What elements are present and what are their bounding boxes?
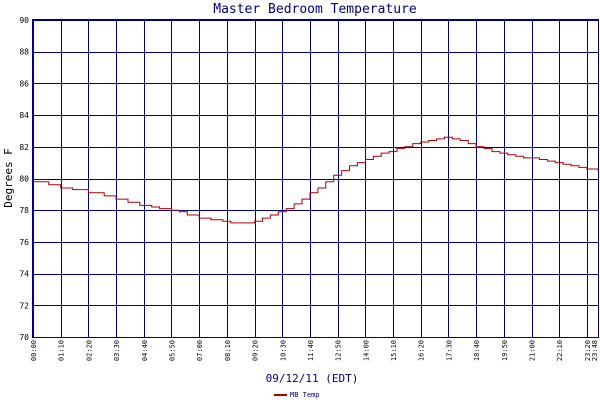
- x-tick-label: 11:40: [307, 340, 315, 361]
- y-tick-label: 72: [19, 301, 29, 310]
- y-tick-label: 88: [19, 48, 29, 57]
- x-axis-label: 09/12/11 (EDT): [266, 372, 359, 385]
- y-tick-label: 74: [19, 270, 29, 279]
- x-tick-label: 14:00: [362, 340, 370, 361]
- plot-frame: [32, 19, 599, 338]
- y-tick-label: 86: [19, 79, 29, 88]
- x-tick-label: 10:30: [279, 340, 287, 361]
- y-tick-label: 70: [19, 333, 29, 342]
- x-tick-label: 09:20: [252, 340, 260, 361]
- x-tick-label: 18:40: [473, 340, 481, 361]
- grid-lines: [33, 20, 599, 338]
- y-axis-label: Degrees F: [2, 148, 15, 208]
- x-tick-label: 08:10: [224, 340, 232, 361]
- x-tick-label: 02:20: [85, 340, 93, 361]
- x-tick-label: 22:10: [556, 340, 564, 361]
- legend-label-mb-temp: MB Temp: [290, 391, 320, 399]
- x-tick-label: 16:20: [418, 340, 426, 361]
- x-tick-label: 07:00: [196, 340, 204, 361]
- y-tick-labels: 70 72 74 76 78 80 82 84 86 88 90: [19, 16, 29, 342]
- legend: MB Temp: [274, 391, 320, 399]
- chart-title: Master Bedroom Temperature: [213, 2, 417, 17]
- x-tick-labels: 00:00 01:10 02:20 03:30 04:40 05:50 07:00 08:10…: [30, 340, 599, 361]
- x-tick-label: 05:50: [168, 340, 176, 361]
- x-tick-label: 15:10: [390, 340, 398, 361]
- x-tick-label: 21:00: [529, 340, 537, 361]
- y-tick-label: 90: [19, 16, 29, 25]
- x-tick-label: 00:00: [30, 340, 38, 361]
- y-tick-label: 78: [19, 206, 29, 215]
- x-tick-label: 01:10: [58, 340, 66, 361]
- y-tick-label: 80: [19, 175, 29, 184]
- x-tick-label: 19:50: [501, 340, 509, 361]
- x-tick-label: 17:30: [445, 340, 453, 361]
- x-tick-label: 04:40: [141, 340, 149, 361]
- x-tick-label: 03:30: [113, 340, 121, 361]
- y-tick-label: 82: [19, 143, 29, 152]
- y-tick-label: 84: [19, 111, 29, 120]
- x-tick-label: 12:50: [335, 340, 343, 361]
- series-line-mb-temp: [33, 136, 599, 224]
- x-tick-label: 23:20: [584, 340, 592, 361]
- y-tick-label: 76: [19, 238, 29, 247]
- x-tick-label: 23:48: [591, 340, 599, 361]
